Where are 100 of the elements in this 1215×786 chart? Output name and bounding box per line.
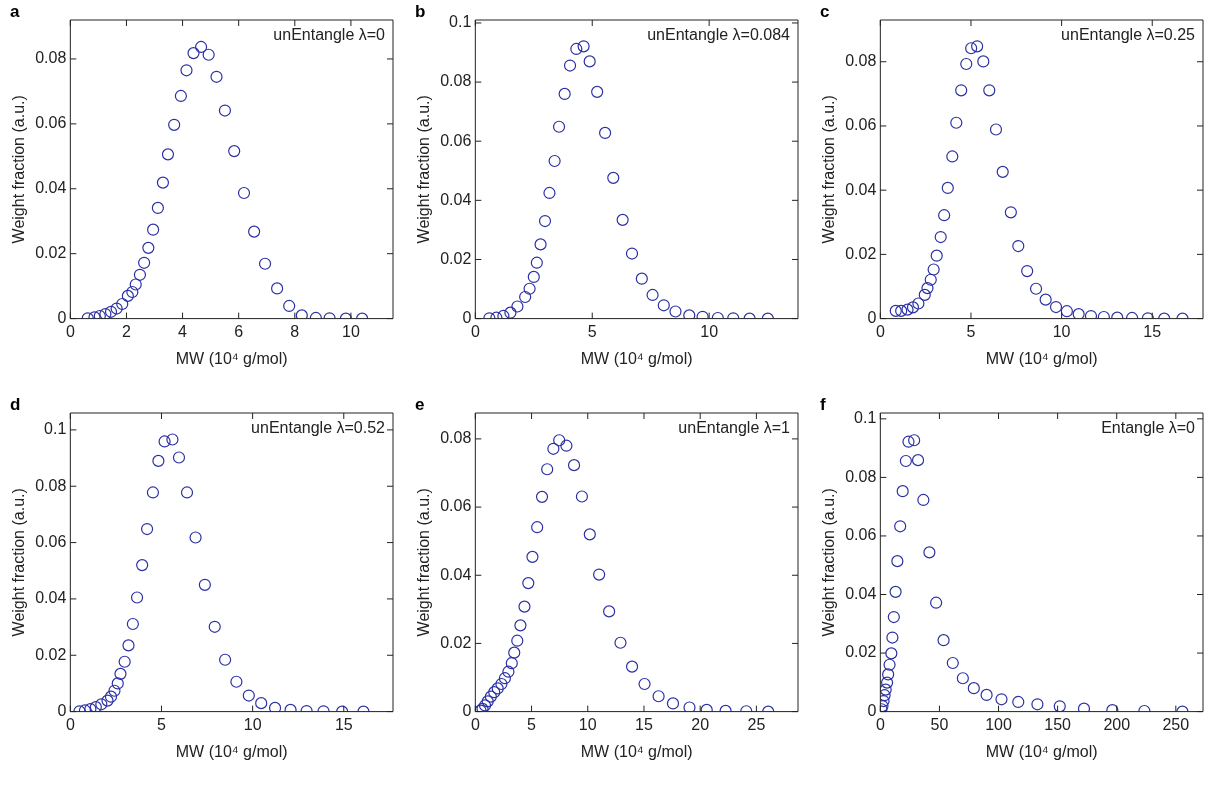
point	[558, 87, 571, 101]
y-tick-label: 0.02	[440, 249, 472, 267]
point	[683, 309, 696, 319]
point	[502, 665, 515, 678]
annotation: unEntangle λ=0	[273, 26, 386, 44]
point	[577, 40, 590, 53]
y-axis-title: Weight fraction (a.u.)	[415, 488, 433, 637]
point	[242, 689, 255, 702]
point	[882, 668, 895, 681]
point	[591, 85, 604, 98]
y-tick-label: 0.06	[440, 497, 472, 515]
y-tick-label: 0.04	[440, 190, 472, 208]
point	[116, 297, 129, 311]
point	[258, 257, 272, 270]
point	[534, 238, 547, 251]
point	[514, 619, 527, 632]
point	[110, 302, 123, 315]
point	[603, 605, 616, 618]
point	[1060, 305, 1073, 318]
point	[880, 676, 894, 689]
point	[543, 186, 556, 200]
x-tick-label: 200	[1103, 715, 1131, 733]
x-axis-title: MW (10⁴ g/mol)	[580, 349, 693, 367]
y-tick-label: 0.08	[440, 72, 472, 90]
x-tick-label: 20	[691, 715, 710, 733]
point	[136, 559, 149, 572]
point	[295, 309, 308, 319]
point	[218, 104, 232, 117]
y-tick-label: 0	[462, 309, 472, 327]
y-tick-label: 0.08	[845, 52, 877, 70]
point	[237, 186, 251, 200]
point	[918, 288, 931, 301]
point	[147, 223, 160, 236]
point	[593, 568, 606, 581]
y-axis-title: Weight fraction (a.u.)	[820, 488, 838, 637]
point	[894, 520, 907, 533]
point	[497, 309, 510, 319]
point	[906, 301, 920, 314]
point	[126, 617, 139, 631]
annotation: unEntangle λ=0.084	[647, 26, 791, 44]
point	[560, 439, 573, 452]
point	[921, 282, 934, 295]
point	[1072, 308, 1085, 319]
point	[194, 40, 208, 54]
point	[158, 435, 171, 448]
point	[666, 697, 680, 710]
point	[1053, 700, 1066, 712]
x-tick-label: 5	[527, 715, 537, 733]
point	[1031, 698, 1044, 711]
y-tick-label: 0.06	[35, 114, 67, 132]
y-tick-label: 0.02	[35, 244, 67, 262]
x-tick-label: 25	[747, 715, 766, 733]
point	[210, 70, 223, 83]
y-axis-title: Weight fraction (a.u.)	[10, 488, 28, 637]
y-tick-label: 0.04	[440, 565, 472, 583]
point	[583, 55, 596, 68]
point	[883, 658, 896, 671]
chart-title: a	[10, 2, 20, 22]
point	[553, 434, 566, 447]
point	[138, 256, 151, 269]
point	[923, 546, 936, 559]
point	[599, 126, 612, 140]
point	[156, 176, 170, 189]
point	[146, 486, 160, 499]
point	[938, 209, 951, 222]
point	[189, 531, 202, 544]
point	[965, 42, 978, 55]
point	[901, 303, 914, 316]
point	[511, 634, 524, 647]
point	[946, 150, 959, 163]
point	[880, 689, 891, 702]
point	[980, 688, 993, 702]
point	[583, 528, 596, 541]
y-tick-label: 0.04	[35, 589, 67, 607]
y-axis-title: Weight fraction (a.u.)	[415, 95, 433, 244]
chart-title: b	[415, 2, 426, 22]
point	[971, 40, 984, 53]
point	[567, 459, 581, 472]
point	[1049, 300, 1063, 314]
annotation: unEntangle λ=1	[678, 419, 791, 437]
chart-title: f	[820, 395, 826, 415]
point	[646, 288, 659, 302]
x-tick-label: 10	[578, 715, 597, 733]
point	[268, 701, 282, 712]
point	[614, 636, 627, 649]
annotation: unEntangle λ=0.25	[1061, 26, 1196, 44]
x-axis-title: MW (10⁴ g/mol)	[985, 742, 1098, 760]
point	[95, 698, 108, 711]
point	[1012, 239, 1025, 253]
point	[484, 690, 497, 703]
x-tick-label: 150	[1044, 715, 1072, 733]
point	[248, 225, 261, 238]
point	[552, 120, 566, 133]
point	[902, 435, 915, 448]
point	[669, 305, 682, 318]
point	[880, 683, 892, 696]
point	[930, 249, 943, 262]
point	[101, 694, 114, 707]
point	[563, 59, 577, 72]
point	[166, 433, 179, 446]
